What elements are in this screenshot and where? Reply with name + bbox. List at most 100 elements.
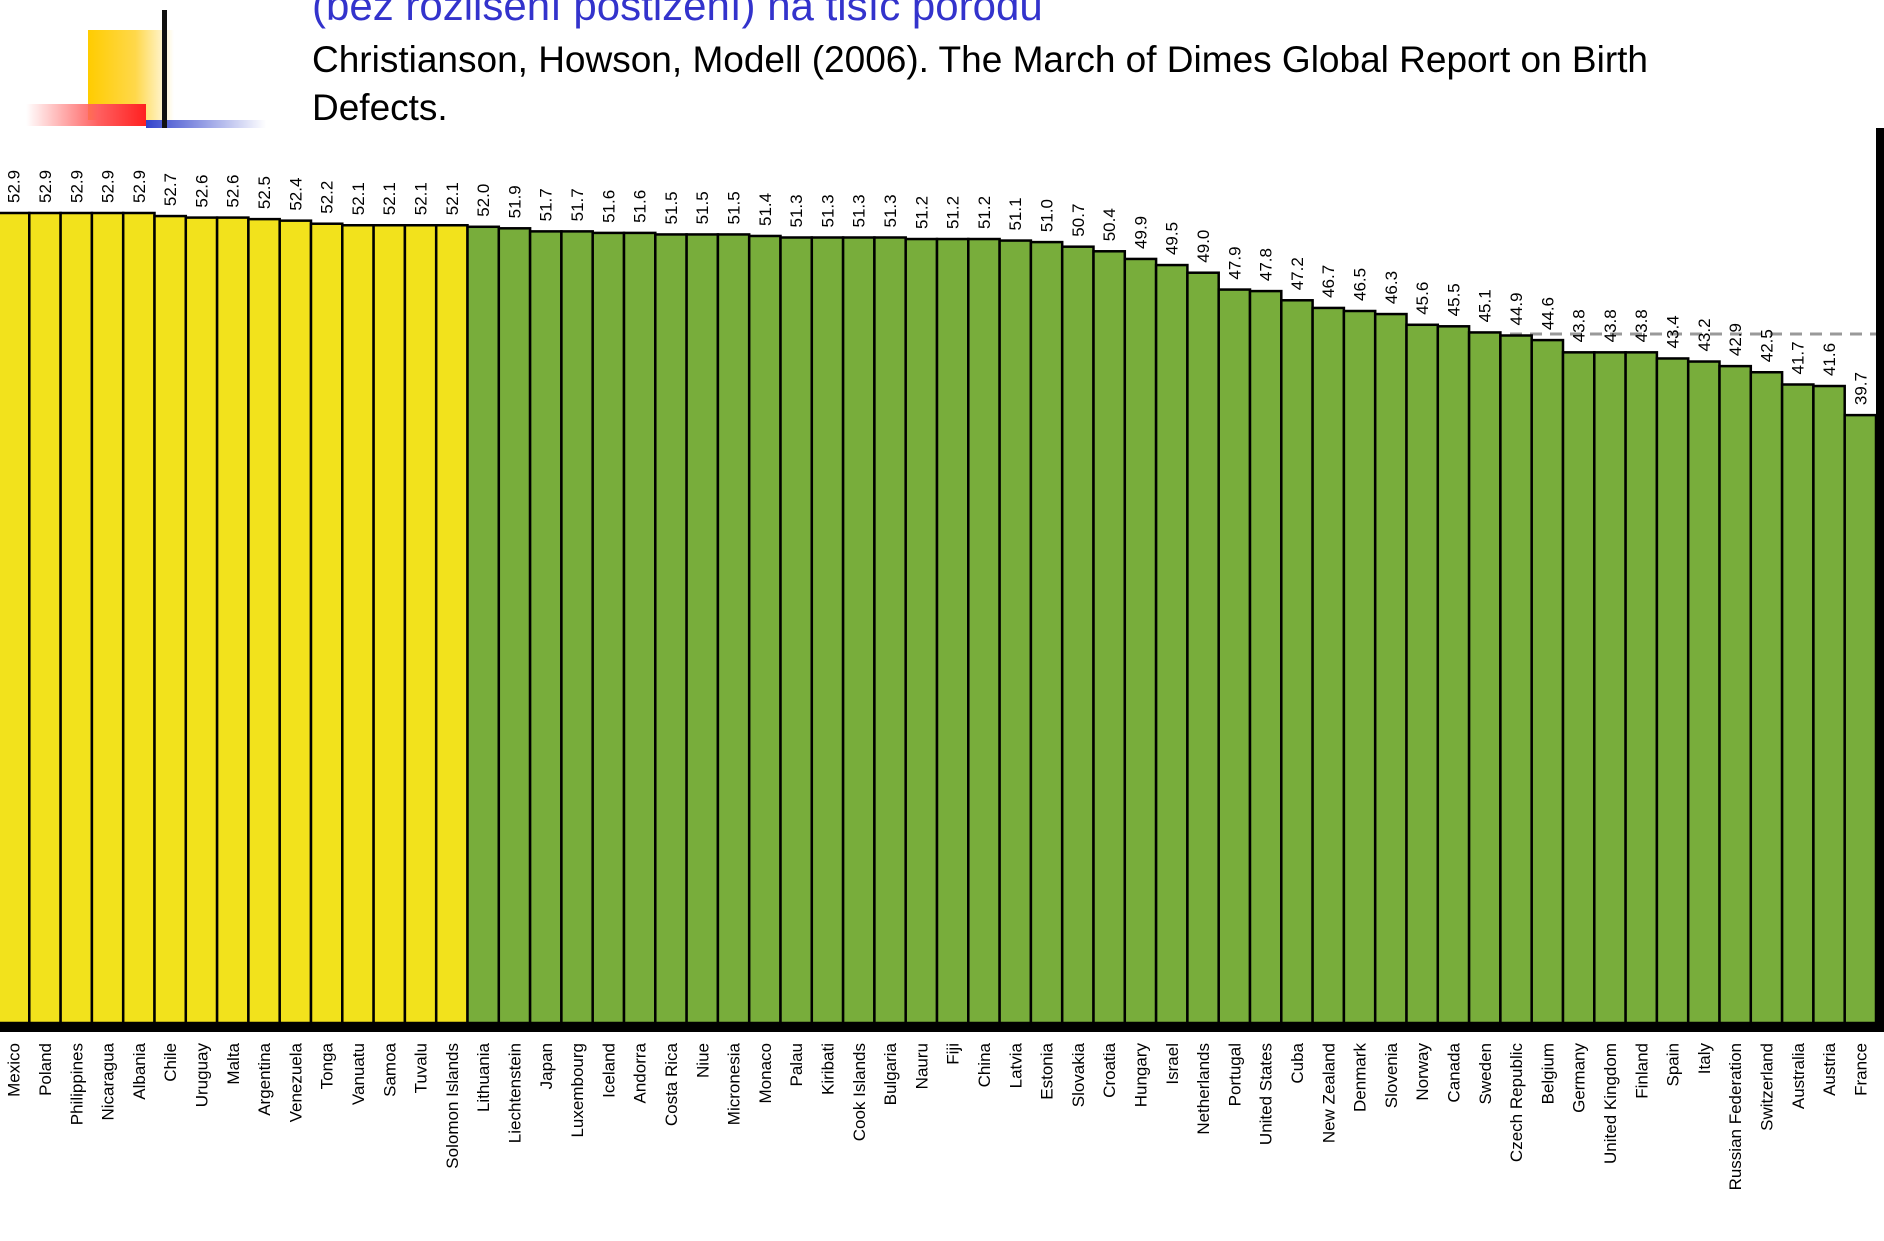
value-label-46: 45.5: [1444, 283, 1463, 316]
bar-18: [560, 230, 594, 1025]
value-label-40: 47.8: [1257, 248, 1276, 281]
bar-0: [0, 211, 31, 1025]
value-label-36: 49.9: [1131, 216, 1150, 249]
bar-8: [247, 217, 281, 1025]
bar-36: [1123, 257, 1158, 1025]
value-label-47: 45.1: [1476, 289, 1495, 322]
value-label-13: 52.1: [412, 182, 431, 215]
value-label-57: 41.7: [1789, 341, 1808, 374]
bar-2: [59, 211, 94, 1025]
bar-37: [1154, 263, 1189, 1025]
category-label-45: Norway: [1413, 1043, 1432, 1101]
bar-41: [1280, 299, 1314, 1025]
value-label-58: 41.6: [1820, 343, 1839, 376]
value-label-17: 51.7: [537, 188, 556, 221]
value-label-50: 43.8: [1570, 309, 1589, 342]
bar-13: [403, 223, 438, 1025]
bar-44: [1373, 312, 1408, 1025]
category-label-7: Malta: [224, 1042, 243, 1084]
value-label-29: 51.2: [912, 196, 931, 229]
bar-31: [967, 237, 1001, 1025]
value-label-22: 51.5: [693, 191, 712, 224]
value-label-12: 52.1: [380, 182, 399, 215]
category-label-13: Tuvalu: [412, 1043, 431, 1093]
slide-title: (bez rozlišení postižení) na tisíc porod…: [312, 0, 1043, 29]
bar-22: [685, 233, 720, 1025]
category-label-23: Micronesia: [725, 1042, 744, 1125]
bar-23: [716, 233, 751, 1025]
value-label-59: 39.7: [1851, 372, 1870, 405]
value-label-18: 51.7: [568, 188, 587, 221]
category-label-19: Iceland: [599, 1043, 618, 1098]
bar-43: [1342, 309, 1377, 1025]
bar-53: [1655, 357, 1690, 1025]
value-label-38: 49.0: [1194, 230, 1213, 263]
bar-9: [278, 219, 313, 1025]
bar-20: [622, 231, 657, 1025]
bar-17: [528, 230, 563, 1025]
bar-25: [779, 236, 814, 1025]
bar-58: [1812, 384, 1846, 1025]
category-label-17: Japan: [537, 1043, 556, 1089]
value-label-14: 52.1: [443, 182, 462, 215]
value-label-48: 44.9: [1507, 292, 1526, 325]
bar-21: [654, 233, 688, 1025]
value-label-55: 42.9: [1726, 323, 1745, 356]
source-citation: Christianson, Howson, Modell (2006). The…: [312, 39, 1649, 128]
value-label-32: 51.1: [1006, 197, 1025, 230]
category-label-33: Estonia: [1038, 1042, 1057, 1099]
category-label-44: Slovenia: [1382, 1042, 1401, 1108]
category-label-5: Chile: [161, 1043, 180, 1082]
category-label-4: Albania: [130, 1042, 149, 1099]
value-label-23: 51.5: [725, 191, 744, 224]
value-label-15: 52.0: [474, 184, 493, 217]
category-label-26: Kiribati: [818, 1043, 837, 1095]
value-label-10: 52.2: [318, 181, 337, 214]
value-label-7: 52.6: [224, 174, 243, 207]
value-label-44: 46.3: [1382, 271, 1401, 304]
bar-15: [466, 225, 501, 1025]
category-label-16: Liechtenstein: [505, 1043, 524, 1143]
bar-59: [1843, 413, 1878, 1025]
value-label-26: 51.3: [818, 194, 837, 227]
category-label-30: Fiji: [944, 1043, 963, 1065]
category-label-25: Palau: [787, 1043, 806, 1086]
value-label-41: 47.2: [1288, 257, 1307, 290]
category-label-41: Cuba: [1288, 1042, 1307, 1083]
category-label-27: Cook Islands: [850, 1043, 869, 1141]
bar-57: [1780, 383, 1815, 1025]
right-axis-line: [1876, 128, 1884, 1032]
category-label-31: China: [975, 1042, 994, 1087]
value-label-3: 52.9: [99, 170, 118, 203]
bar-24: [747, 234, 782, 1025]
category-label-53: Spain: [1664, 1043, 1683, 1086]
bar-50: [1561, 351, 1596, 1025]
value-label-42: 46.7: [1319, 265, 1338, 298]
category-label-42: New Zealand: [1319, 1043, 1338, 1143]
category-label-29: Nauru: [912, 1043, 931, 1089]
category-label-38: Netherlands: [1194, 1043, 1213, 1135]
bar-4: [121, 211, 156, 1025]
bar-56: [1749, 370, 1784, 1025]
bar-54: [1686, 360, 1721, 1025]
bar-27: [841, 236, 876, 1025]
value-label-6: 52.6: [192, 174, 211, 207]
value-label-2: 52.9: [67, 170, 86, 203]
category-label-11: Vanuatu: [349, 1043, 368, 1105]
category-label-47: Sweden: [1476, 1043, 1495, 1104]
category-label-14: Solomon Islands: [443, 1043, 462, 1169]
category-label-6: Uruguay: [192, 1043, 211, 1108]
category-label-43: Denmark: [1351, 1043, 1370, 1112]
category-label-48: Czech Republic: [1507, 1043, 1526, 1163]
bar-7: [215, 216, 250, 1025]
bar-19: [591, 231, 626, 1025]
category-label-55: Russian Federation: [1726, 1043, 1745, 1190]
bar-52: [1624, 351, 1659, 1025]
value-label-5: 52.7: [161, 173, 180, 206]
category-label-2: Philippines: [67, 1043, 86, 1125]
category-label-51: United Kingdom: [1601, 1043, 1620, 1164]
category-label-12: Samoa: [380, 1042, 399, 1096]
bar-30: [935, 237, 970, 1025]
value-label-39: 47.9: [1225, 246, 1244, 279]
bar-38: [1186, 271, 1220, 1025]
